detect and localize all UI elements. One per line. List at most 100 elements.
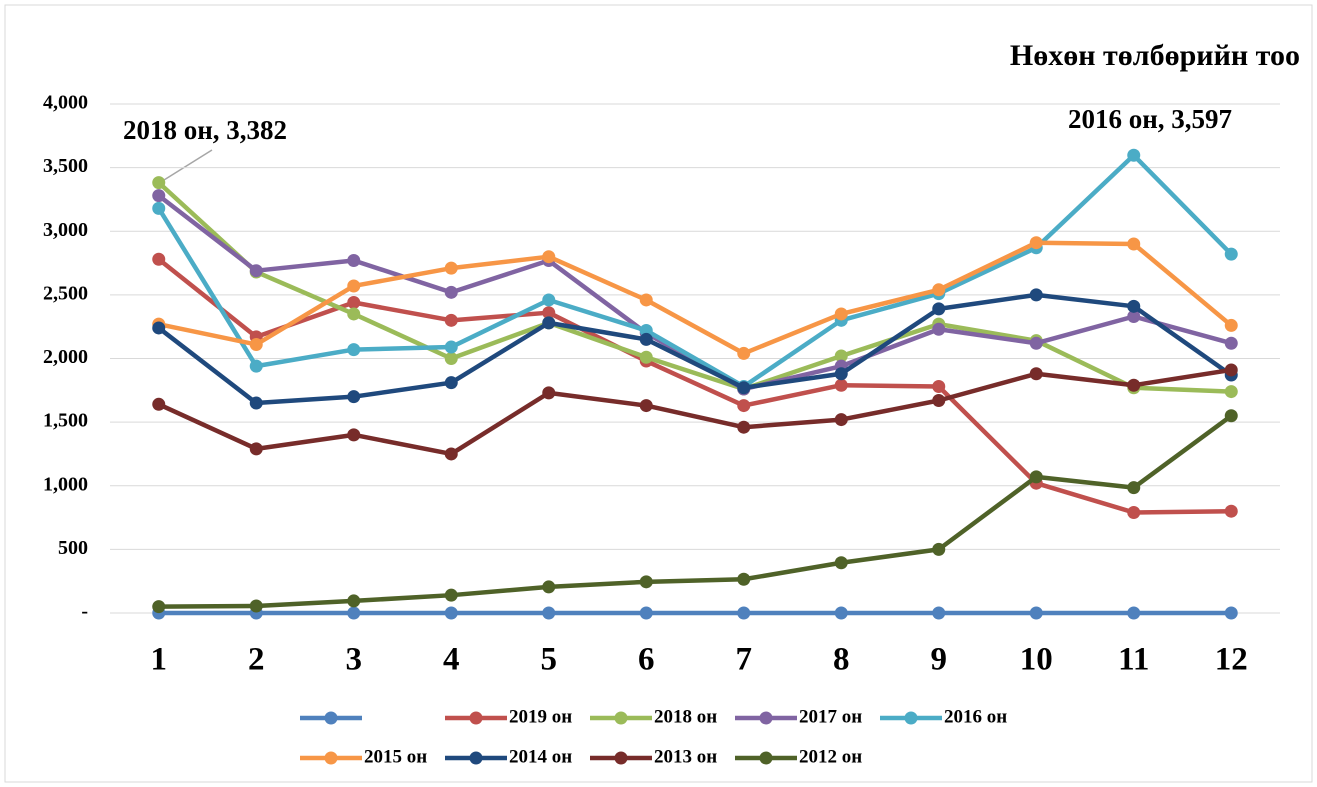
x-tick-label: 11 [1118,642,1149,678]
annotation: 2018 он, 3,382 [123,115,287,145]
legend-marker [324,711,338,725]
x-tick-label: 8 [833,642,850,678]
point [152,201,166,215]
point [1029,336,1043,350]
legend-label: 2018 он [654,706,717,727]
point [542,293,556,307]
y-tick-label: 2,500 [43,282,88,304]
legend-marker [904,711,918,725]
point [1224,318,1238,332]
x-tick-label: 3 [346,642,363,678]
legend-marker [469,711,483,725]
point [737,572,751,586]
point [444,588,458,602]
point [932,393,946,407]
x-tick-label: 9 [931,642,948,678]
x-tick-label: 2 [248,642,265,678]
x-tick-label: 1 [151,642,168,678]
point [444,376,458,390]
point [347,307,361,321]
y-tick-label: 1,500 [43,410,88,432]
legend-marker [759,711,773,725]
legend-label: 2014 он [509,746,572,767]
point [737,399,751,413]
series-line [158,240,1233,356]
point [542,580,556,594]
point [1127,505,1141,519]
point [639,606,653,620]
point [1029,288,1043,302]
point [249,338,263,352]
y-tick-label: 3,500 [43,155,88,177]
point [347,343,361,357]
x-tick-label: 6 [638,642,655,678]
legend-label: 2019 он [509,706,572,727]
point [249,442,263,456]
point [152,189,166,203]
x-tick-label: 5 [541,642,558,678]
point [249,359,263,373]
legend-label: 2013 он [654,746,717,767]
series-line [158,413,1233,609]
x-tick-label: 4 [443,642,460,678]
y-tick-label: - [81,601,88,623]
point [737,346,751,360]
point [834,349,848,363]
point [932,283,946,297]
y-tick-label: 3,000 [43,219,88,241]
legend-marker [759,751,773,765]
point [444,340,458,354]
point [737,606,751,620]
point [1224,606,1238,620]
point [152,397,166,411]
point [347,279,361,293]
y-tick-label: 500 [58,537,88,559]
point [1127,378,1141,392]
point [249,599,263,613]
chart-border [4,4,1313,783]
point [542,386,556,400]
y-tick-label: 4,000 [43,92,88,114]
point [249,264,263,278]
legend-marker [324,751,338,765]
legend-marker [614,751,628,765]
point [1127,481,1141,495]
point [1127,606,1141,620]
point [1127,237,1141,251]
point [347,390,361,404]
point [249,396,263,410]
point [932,606,946,620]
point [152,321,166,335]
point [347,254,361,268]
x-tick-label: 10 [1020,642,1053,678]
chart-title: Нөхөн төлбөрийн тоо [1010,39,1300,72]
y-tick-label: 1,000 [43,473,88,495]
series-line [157,292,1233,406]
annotation: 2016 он, 3,597 [1068,104,1232,134]
point [347,428,361,442]
point [542,606,556,620]
point [1029,367,1043,381]
point [444,285,458,299]
legend-marker [469,751,483,765]
point [1029,606,1043,620]
series-line [156,153,1233,389]
point [1224,409,1238,423]
point [444,606,458,620]
y-tick-label: 2,000 [43,346,88,368]
point [834,367,848,381]
x-tick-label: 12 [1215,642,1248,678]
point [639,350,653,364]
point [737,420,751,434]
point [1224,363,1238,377]
legend-label: 2012 он [799,746,862,767]
point [639,293,653,307]
point [1127,148,1141,162]
point [542,306,556,320]
annotation-leader [163,149,213,181]
point [152,600,166,614]
legend-label: 2015 он [364,746,427,767]
point [1224,247,1238,261]
